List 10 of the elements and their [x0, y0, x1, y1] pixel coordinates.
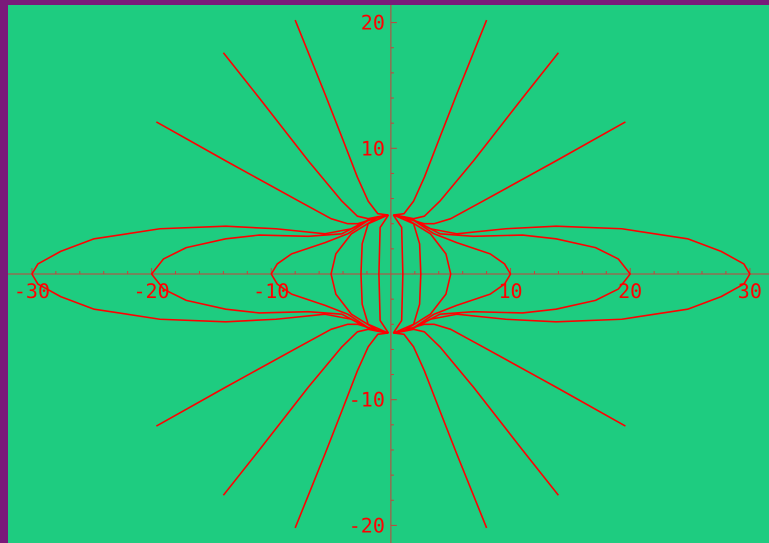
x-tick-label: -20 [134, 279, 170, 303]
y-tick-label: -20 [348, 513, 385, 538]
y-tick-label: 10 [360, 136, 385, 160]
x-tick-label: -30 [14, 279, 50, 303]
y-tick-label: 20 [360, 10, 385, 35]
x-tick-label: 10 [498, 279, 523, 303]
x-tick-label: -10 [253, 279, 290, 303]
x-tick-label: 30 [738, 279, 762, 303]
y-tick-label: -10 [348, 388, 385, 412]
x-tick-label: 20 [618, 279, 642, 303]
